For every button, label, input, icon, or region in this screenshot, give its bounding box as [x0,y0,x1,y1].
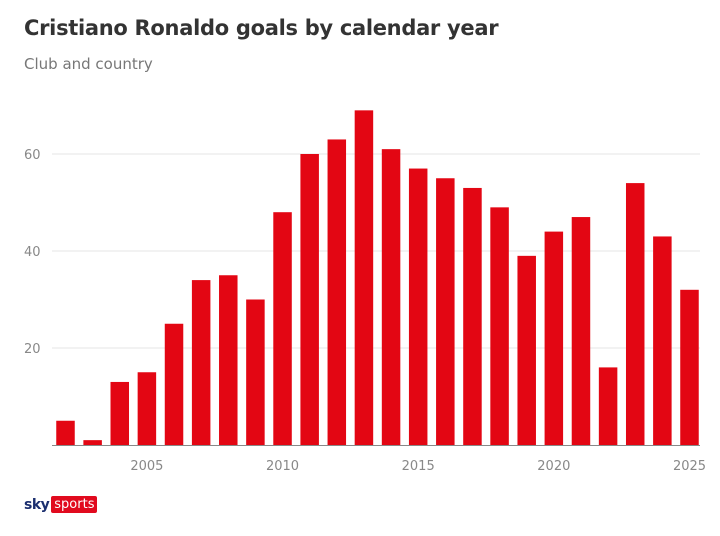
y-tick-label: 40 [24,245,41,260]
chart-title: Cristiano Ronaldo goals by calendar year [24,16,499,40]
bar-2020 [544,231,564,445]
bar-2004 [110,381,130,445]
bar-2006 [164,323,184,445]
bar-2002 [56,420,75,445]
bar-2009 [246,299,265,445]
x-tick-label: 2015 [402,459,435,474]
bar-2012 [327,139,347,445]
bar-2007 [191,280,211,445]
bar-2024 [653,236,672,445]
x-tick-label: 2020 [537,459,570,474]
bar-2016 [436,178,455,445]
bar-2013 [354,110,374,445]
y-tick-label: 60 [24,148,41,163]
bar-2017 [463,187,482,445]
bar-2014 [381,149,401,445]
bar-2010 [273,212,292,445]
bar-2025 [680,289,699,445]
bar-2021 [571,217,591,445]
bar-2019 [517,255,536,445]
bar-2023 [625,183,645,445]
bar-2005 [137,372,157,445]
y-tick-label: 20 [24,342,41,357]
x-tick-label: 2005 [130,459,163,474]
chart-subtitle: Club and country [24,55,153,73]
bar-2022 [598,367,618,445]
logo-sky: sky [24,496,50,513]
bar-2011 [300,154,319,445]
bar-2008 [219,275,238,445]
bar-2018 [490,207,509,445]
x-tick-label: 2010 [266,459,299,474]
x-tick-label: 2025 [673,459,706,474]
bar-2003 [83,440,102,445]
sky-sports-logo: sky sports [24,496,98,513]
logo-sports: sports [51,496,98,513]
bar-2015 [408,168,428,446]
